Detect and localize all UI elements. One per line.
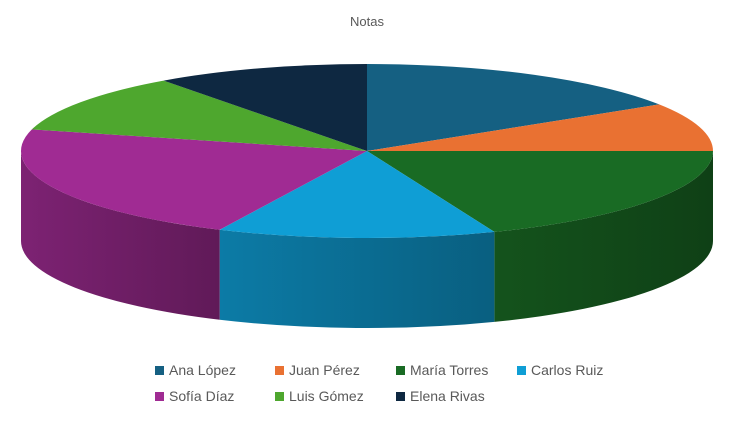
legend-item: Juan Pérez <box>275 362 360 378</box>
legend-label: Elena Rivas <box>410 388 485 404</box>
pie-top <box>21 64 713 238</box>
legend-swatch <box>396 391 405 401</box>
legend-swatch <box>155 365 164 375</box>
legend-label: María Torres <box>410 362 489 378</box>
legend-label: Sofía Díaz <box>169 388 235 404</box>
pie-slice-mar-a-torres <box>367 151 713 232</box>
legend-swatch <box>396 365 405 375</box>
legend-label: Juan Pérez <box>289 362 360 378</box>
legend-item: Sofía Díaz <box>155 388 234 404</box>
legend-label: Carlos Ruiz <box>531 362 604 378</box>
legend-item: Elena Rivas <box>396 388 485 404</box>
legend-item: Luis Gómez <box>275 388 364 404</box>
legend-item: María Torres <box>396 362 488 378</box>
legend-item: Ana López <box>155 362 236 378</box>
legend-swatch <box>517 365 526 375</box>
pie-wall-sof-a-d-az <box>21 151 220 320</box>
legend-swatch <box>275 391 284 401</box>
pie-wall-carlos-ruiz <box>219 229 495 328</box>
legend-swatch <box>275 365 284 375</box>
pie-wall-mar-a-torres <box>494 151 713 322</box>
legend-label: Ana López <box>169 362 236 378</box>
pie-slice-luis-g-mez <box>31 80 367 151</box>
pie-slice-elena-rivas <box>163 64 367 151</box>
chart-title: Notas <box>350 14 384 29</box>
pie-slice-carlos-ruiz <box>219 151 495 238</box>
pie-slice-ana-l-pez <box>367 64 660 151</box>
pie-slice-sof-a-d-az <box>21 129 368 230</box>
pie-walls <box>21 151 713 328</box>
pie-slice-juan-p-rez <box>367 104 713 151</box>
legend-item: Carlos Ruiz <box>517 362 603 378</box>
legend-swatch <box>155 391 164 401</box>
legend-label: Luis Gómez <box>289 388 364 404</box>
